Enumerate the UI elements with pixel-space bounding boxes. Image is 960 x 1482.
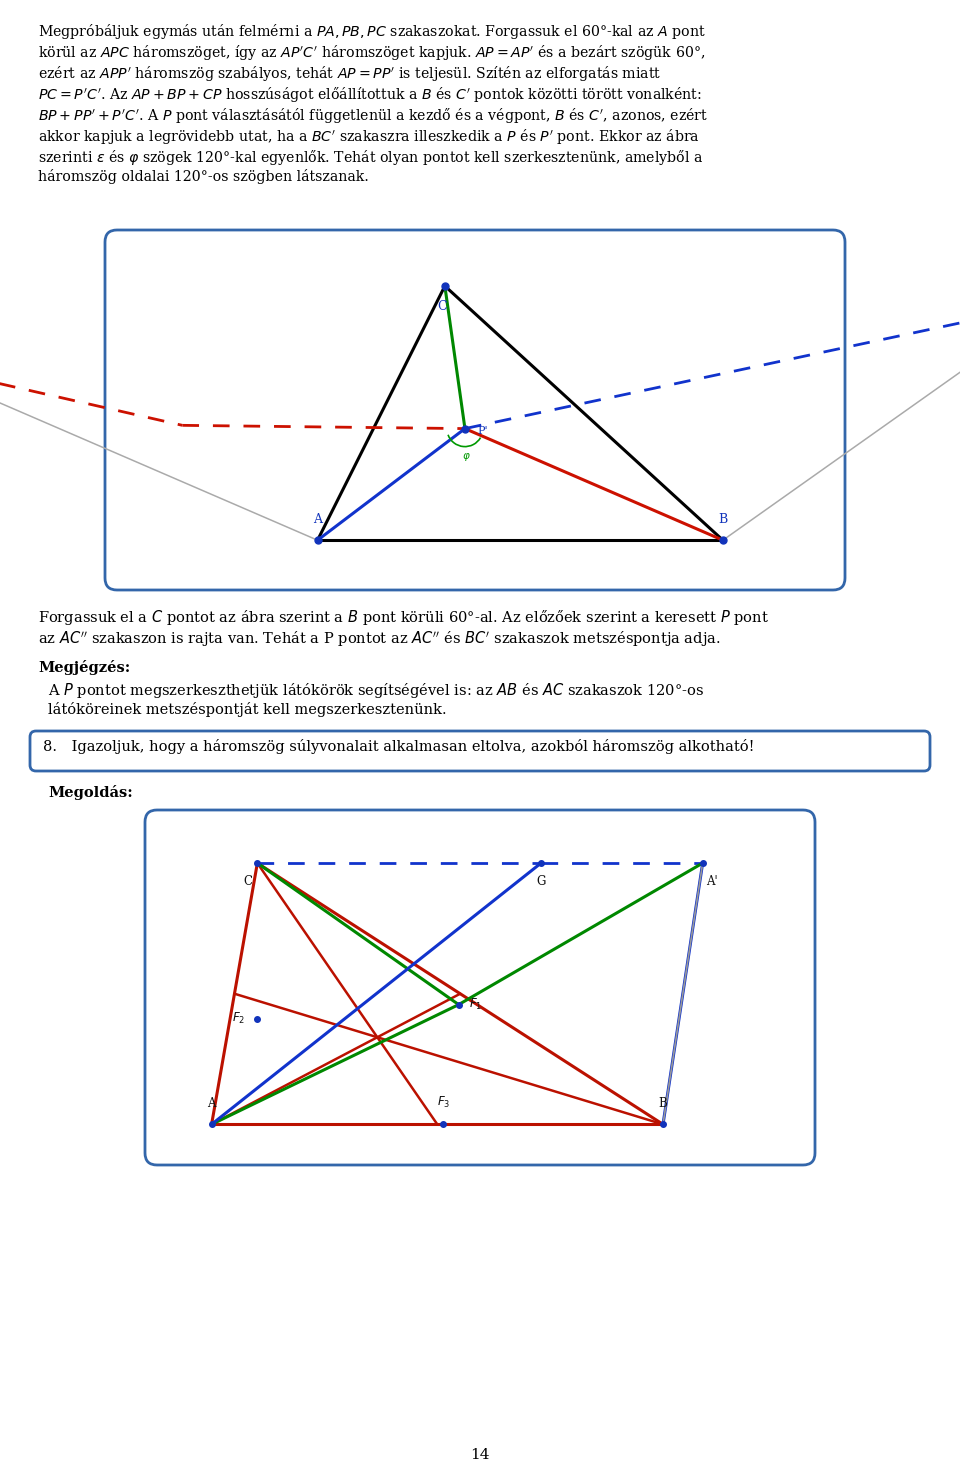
- FancyBboxPatch shape: [145, 811, 815, 1165]
- Text: Megpróbáljuk egymás után felmérni a $PA, PB, PC$ szakaszokat. Forgassuk el 60°-k: Megpróbáljuk egymás után felmérni a $PA,…: [38, 22, 706, 41]
- Text: C: C: [437, 299, 446, 313]
- Text: szerinti $\varepsilon$ és $\varphi$ szögek 120°-kal egyenlők. Tehát olyan pontot: szerinti $\varepsilon$ és $\varphi$ szög…: [38, 148, 704, 167]
- Text: Forgassuk el a $C$ pontot az ábra szerint a $B$ pont körüli 60°-al. Az előzőek s: Forgassuk el a $C$ pontot az ábra szerin…: [38, 608, 769, 627]
- Text: A $P$ pontot megszerkeszthetjük látókörök segítségével is: az $AB$ és $AC$ szaka: A $P$ pontot megszerkeszthetjük látókörö…: [48, 682, 704, 700]
- Text: ezért az $APP'$ háromszög szabályos, tehát $AP = PP'$ is teljesül. Szítén az elf: ezért az $APP'$ háromszög szabályos, teh…: [38, 64, 661, 83]
- Text: C: C: [243, 874, 252, 888]
- Text: $\varphi$: $\varphi$: [462, 451, 470, 462]
- FancyBboxPatch shape: [30, 731, 930, 771]
- Text: körül az $APC$ háromszöget, így az $AP'C'$ háromszöget kapjuk. $AP = AP'$ és a b: körül az $APC$ háromszöget, így az $AP'C…: [38, 43, 706, 62]
- FancyBboxPatch shape: [105, 230, 845, 590]
- Text: $F_1$: $F_1$: [468, 997, 482, 1012]
- Text: A: A: [313, 513, 322, 526]
- Text: A: A: [207, 1097, 216, 1110]
- Text: 8. Igazoljuk, hogy a háromszög súlyvonalait alkalmasan eltolva, azokból háromszö: 8. Igazoljuk, hogy a háromszög súlyvonal…: [43, 740, 755, 754]
- Text: Megoldás:: Megoldás:: [48, 785, 132, 800]
- Text: $PC = P'C'$. Az $AP + BP + CP$ hosszúságot előállítottuk a $B$ és $C'$ pontok kö: $PC = P'C'$. Az $AP + BP + CP$ hosszúság…: [38, 84, 702, 104]
- Text: $BP + PP' + P'C'$. A $P$ pont választásától függetlenül a kezdő és a végpont, $B: $BP + PP' + P'C'$. A $P$ pont választásá…: [38, 107, 708, 124]
- Text: $F_3$: $F_3$: [437, 1095, 450, 1110]
- Text: háromszög oldalai 120°-os szögben látszanak.: háromszög oldalai 120°-os szögben látsza…: [38, 169, 369, 184]
- Text: B: B: [718, 513, 728, 526]
- Text: az $AC''$ szakaszon is rajta van. Tehát a P pontot az $AC''$ és $BC'$ szakaszok : az $AC''$ szakaszon is rajta van. Tehát …: [38, 628, 721, 649]
- Text: P': P': [477, 425, 488, 436]
- Text: látóköreinek metszéspontját kell megszerkesztenünk.: látóköreinek metszéspontját kell megszer…: [48, 702, 446, 717]
- Text: A': A': [706, 874, 717, 888]
- Text: $F_2$: $F_2$: [232, 1011, 246, 1026]
- Text: B: B: [659, 1097, 667, 1110]
- Text: Megjégzés:: Megjégzés:: [38, 659, 131, 674]
- Text: akkor kapjuk a legrövidebb utat, ha a $BC'$ szakaszra illeszkedik a $P$ és $P'$ : akkor kapjuk a legrövidebb utat, ha a $B…: [38, 127, 700, 147]
- Text: 14: 14: [470, 1448, 490, 1463]
- Text: G: G: [537, 874, 545, 888]
